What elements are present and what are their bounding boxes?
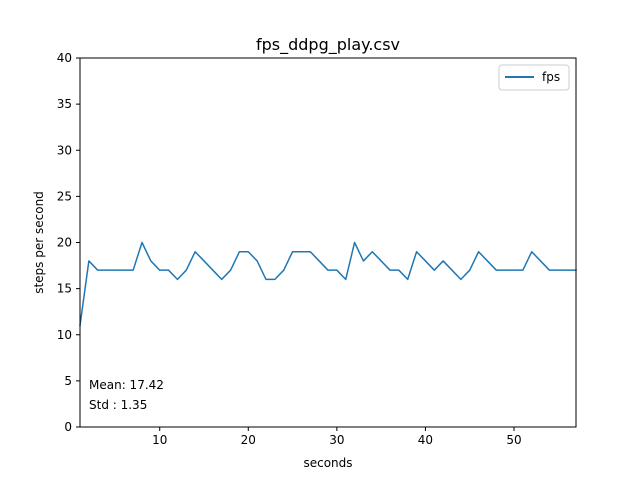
y-tick-label: 5 xyxy=(64,374,72,388)
y-tick-label: 30 xyxy=(57,143,72,157)
y-tick-label: 20 xyxy=(57,236,72,250)
chart-title: fps_ddpg_play.csv xyxy=(256,35,400,55)
y-tick-label: 25 xyxy=(57,189,72,203)
axis-ticks: 10 20 30 40 50 0 5 10 15 20 25 30 35 40 xyxy=(57,51,522,447)
y-axis-label: steps per second xyxy=(32,191,46,294)
x-tick-label: 50 xyxy=(506,433,521,447)
x-tick-label: 30 xyxy=(329,433,344,447)
plot-area xyxy=(80,58,576,427)
x-tick-label: 40 xyxy=(418,433,433,447)
plot-frame xyxy=(79,57,577,428)
series-line-fps xyxy=(79,241,577,327)
y-tick-label: 15 xyxy=(57,282,72,296)
y-tick-label: 0 xyxy=(64,420,72,434)
y-tick-label: 40 xyxy=(57,51,72,65)
legend: fps xyxy=(498,64,570,91)
std-annotation: Std : 1.35 xyxy=(89,398,147,412)
legend-label-fps: fps xyxy=(542,70,560,84)
x-tick-label: 20 xyxy=(241,433,256,447)
series-layer xyxy=(79,241,577,327)
mean-annotation: Mean: 17.42 xyxy=(89,378,164,392)
x-axis-label: seconds xyxy=(303,456,352,470)
y-tick-label: 35 xyxy=(57,97,72,111)
x-tick-label: 10 xyxy=(152,433,167,447)
y-tick-label: 10 xyxy=(57,328,72,342)
